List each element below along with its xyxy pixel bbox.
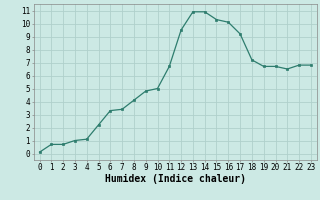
X-axis label: Humidex (Indice chaleur): Humidex (Indice chaleur) <box>105 174 246 184</box>
